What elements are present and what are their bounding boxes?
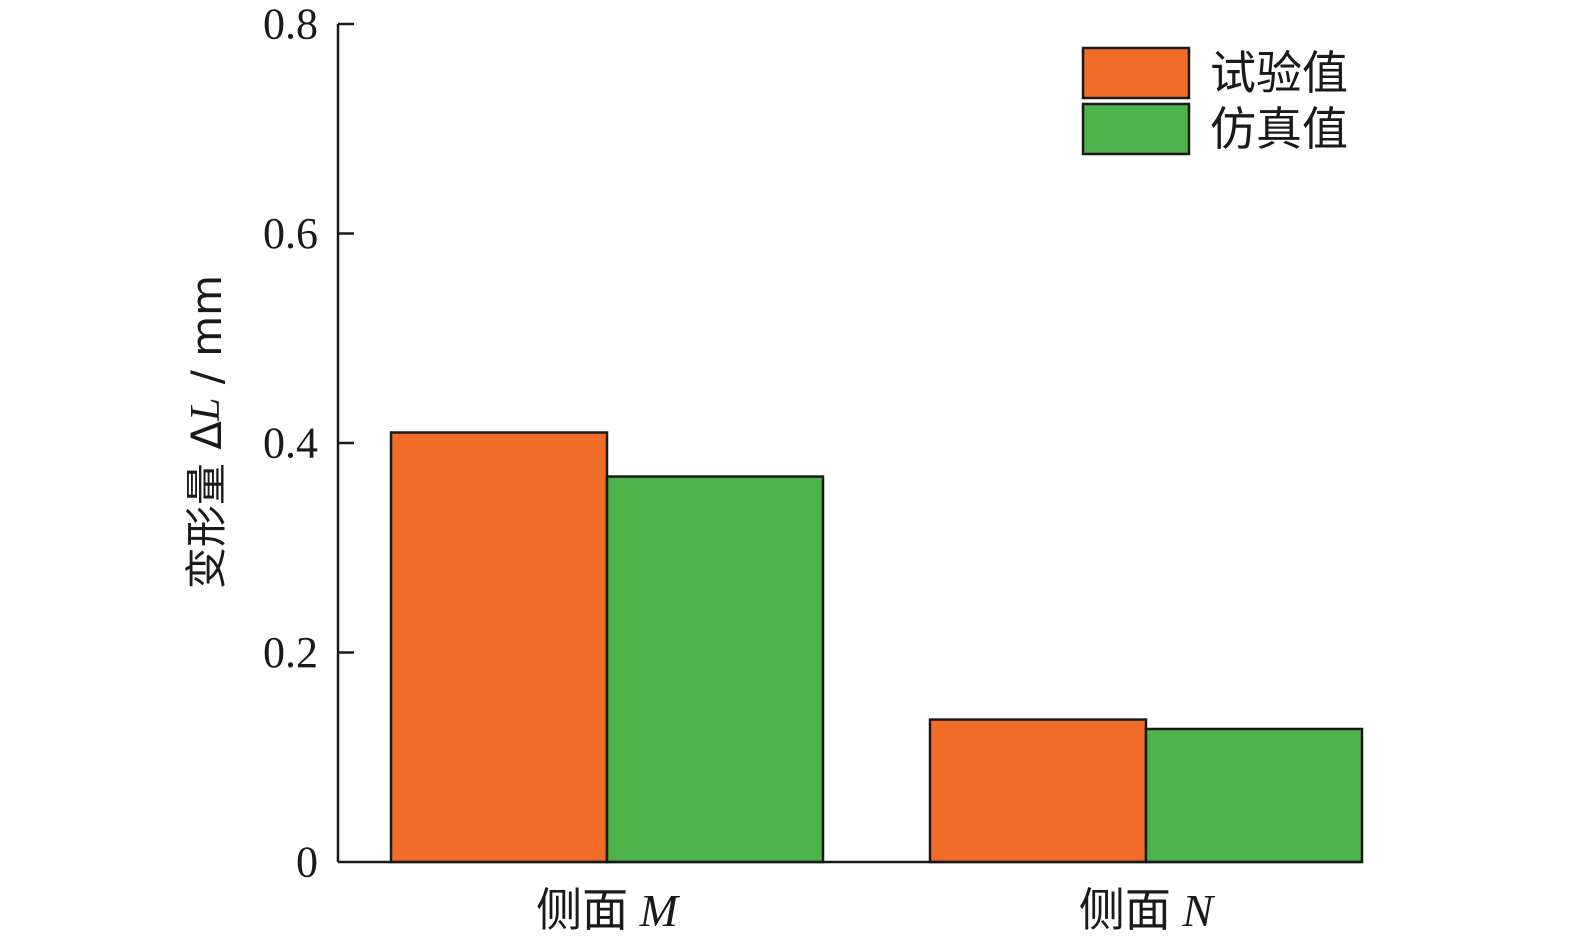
bar-sim-m	[605, 475, 825, 864]
y-tick-label: 0.2	[263, 628, 318, 677]
legend: 试验值 仿真值	[1081, 46, 1348, 156]
bar-test-n	[928, 718, 1148, 864]
x-category-labels: 侧面 M 侧面 N	[536, 885, 1215, 936]
legend-label-sim: 仿真值	[1210, 102, 1348, 156]
x-category-label: 侧面 N	[1079, 885, 1216, 936]
x-category-label: 侧面 M	[536, 885, 681, 936]
x-category-label-prefix: 侧面	[536, 885, 640, 936]
x-category-label-symbol: M	[639, 885, 681, 936]
y-tick-label: 0.4	[263, 419, 318, 468]
y-axis-title-unit: / mm	[182, 275, 231, 398]
x-category-label-symbol: N	[1181, 885, 1215, 936]
x-category-label-prefix: 侧面	[1079, 885, 1183, 936]
y-tick-label: 0.6	[263, 209, 318, 258]
y-ticks-group: 0 0.2 0.4 0.6 0.8	[263, 0, 354, 887]
legend-label-test: 试验值	[1210, 46, 1348, 100]
y-tick-label: 0.8	[263, 0, 318, 49]
legend-swatch-test	[1081, 46, 1191, 100]
bar-sim-n	[1144, 727, 1364, 864]
y-axis-title-symbol: L	[183, 398, 229, 422]
y-axis-title: 变形量 ΔL / mm	[182, 275, 231, 589]
bar-test-m	[389, 431, 609, 864]
bars-group	[389, 431, 1364, 864]
y-tick-label: 0	[296, 838, 318, 887]
y-axis-title-prefix: 变形量 Δ	[182, 421, 231, 589]
legend-swatch-sim	[1081, 102, 1191, 156]
